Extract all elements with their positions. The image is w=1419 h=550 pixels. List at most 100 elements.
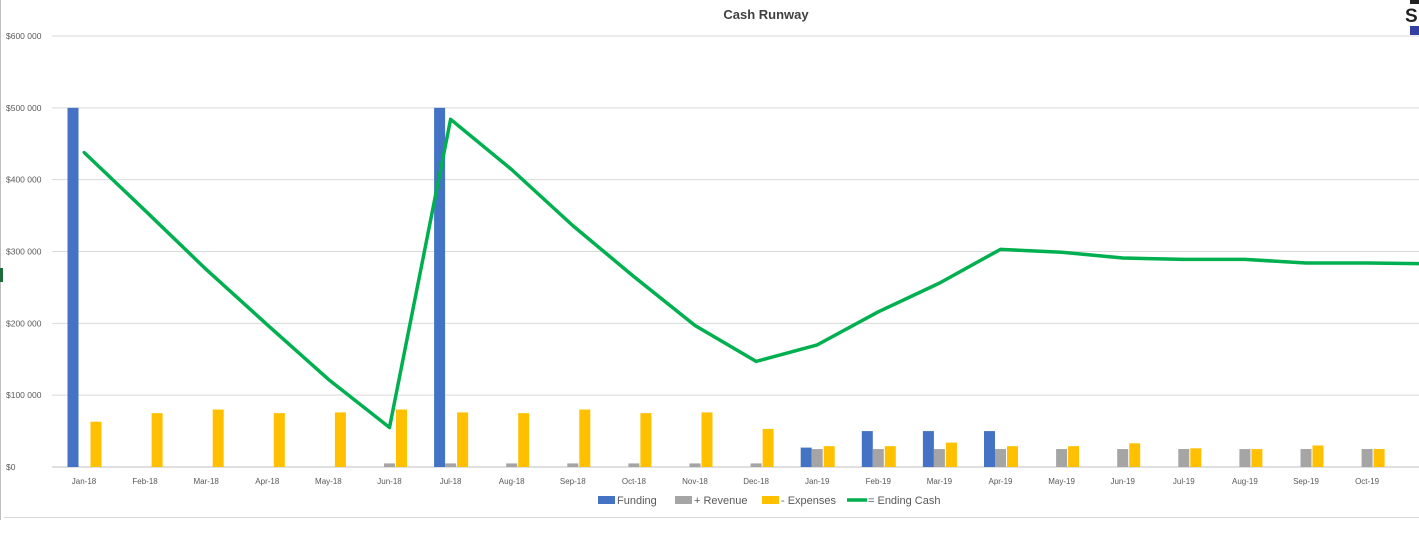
legend-label: Funding xyxy=(617,495,657,507)
bar xyxy=(1361,449,1373,467)
legend[interactable]: Funding + Revenue - Expenses = Ending Cash xyxy=(598,495,940,507)
y-tick-label: $400 000 xyxy=(6,175,42,185)
chart-title: Cash Runway xyxy=(723,7,809,22)
bar xyxy=(861,431,873,467)
bar xyxy=(1007,446,1018,467)
legend-label: + Revenue xyxy=(694,495,748,507)
bar xyxy=(1239,449,1251,467)
logo-square xyxy=(1410,26,1419,35)
ending-cash-point xyxy=(1121,256,1125,260)
bar xyxy=(90,421,102,467)
y-tick-label: $200 000 xyxy=(6,318,42,328)
ending-cash-point xyxy=(265,323,269,327)
bar xyxy=(1178,449,1190,467)
left-border xyxy=(0,0,1,520)
ending-cash-point xyxy=(632,275,636,279)
x-tick-label: Feb-19 xyxy=(866,477,892,486)
ending-cash-point xyxy=(876,310,880,314)
ending-cash-point xyxy=(571,224,575,228)
bar xyxy=(1190,448,1202,467)
bar xyxy=(1373,449,1385,467)
bar xyxy=(701,412,713,467)
bar xyxy=(457,412,469,467)
bar xyxy=(750,463,762,467)
bar xyxy=(1312,445,1324,467)
bar xyxy=(1117,449,1129,467)
y-axis: $0 $100 000 $200 000 $300 000 $400 000 $500 0… xyxy=(6,31,42,472)
x-tick-label: Mar-19 xyxy=(927,477,953,486)
bar xyxy=(995,449,1006,467)
bar xyxy=(212,409,224,467)
y-tick-label: $600 000 xyxy=(6,31,42,41)
ending-cash-point xyxy=(510,168,514,172)
ending-cash-point xyxy=(204,267,208,271)
ending-cash-point xyxy=(999,247,1002,251)
ending-cash-point xyxy=(326,377,330,381)
bar xyxy=(273,413,285,467)
bar-series xyxy=(67,107,1385,467)
bar xyxy=(800,447,812,467)
bar xyxy=(151,413,163,467)
logo-letter: S xyxy=(1405,6,1418,27)
x-tick-label: Jul-18 xyxy=(440,477,462,486)
y-tick-label: $300 000 xyxy=(6,247,42,257)
legend-label: = Ending Cash xyxy=(868,495,940,507)
ending-cash-point xyxy=(754,359,758,363)
ending-cash-point xyxy=(937,281,941,285)
x-tick-label: May-18 xyxy=(315,477,342,486)
ending-cash-point xyxy=(1243,257,1247,261)
bar xyxy=(628,463,640,467)
y-tick-label: $500 000 xyxy=(6,103,42,113)
x-tick-label: Dec-18 xyxy=(743,477,769,486)
x-tick-label: Sep-18 xyxy=(560,477,586,486)
x-axis: Jan-18 Feb-18 Mar-18 Apr-18 May-18 Jun-18 Jul-… xyxy=(72,477,1380,486)
bar xyxy=(1056,449,1068,467)
x-tick-label: Jun-18 xyxy=(377,477,402,486)
ending-cash-point xyxy=(1365,261,1369,265)
x-tick-label: Sep-19 xyxy=(1293,477,1319,486)
bar xyxy=(922,431,934,467)
ending-cash-point xyxy=(82,150,86,154)
y-tick-label: $0 xyxy=(6,462,16,472)
bar xyxy=(762,428,774,467)
ending-cash-point xyxy=(693,323,697,327)
bar xyxy=(984,431,995,467)
ending-cash-point xyxy=(1182,257,1186,261)
x-tick-label: Aug-18 xyxy=(499,477,525,486)
bar xyxy=(640,413,652,467)
gridlines xyxy=(52,35,1419,468)
legend-label: - Expenses xyxy=(781,495,837,507)
bar xyxy=(689,463,701,467)
line-series xyxy=(82,117,1419,430)
y-tick-label: $100 000 xyxy=(6,390,42,400)
x-tick-label: Apr-19 xyxy=(988,477,1013,486)
bar xyxy=(811,449,823,467)
ending-cash-point xyxy=(449,117,453,121)
x-tick-label: Mar-18 xyxy=(194,477,220,486)
bar xyxy=(518,413,530,467)
logo-bar xyxy=(1410,0,1419,4)
x-tick-label: Jan-18 xyxy=(72,477,97,486)
x-tick-label: Oct-19 xyxy=(1355,477,1380,486)
legend-swatch xyxy=(675,496,692,504)
bar xyxy=(884,446,896,467)
bar xyxy=(872,449,884,467)
bar xyxy=(945,442,957,467)
ending-cash-point xyxy=(388,425,391,429)
x-tick-label: Apr-18 xyxy=(255,477,280,486)
x-tick-label: Oct-18 xyxy=(622,477,647,486)
ending-cash-point xyxy=(815,343,819,347)
corner-logo: S xyxy=(1404,0,1419,36)
bar xyxy=(1300,449,1312,467)
bar xyxy=(567,463,579,467)
bar xyxy=(1129,443,1141,467)
legend-swatch xyxy=(598,496,615,504)
x-tick-label: Aug-19 xyxy=(1232,477,1258,486)
ending-cash-line xyxy=(82,117,1419,430)
bar xyxy=(933,449,945,467)
x-tick-label: May-19 xyxy=(1048,477,1075,486)
bar xyxy=(384,463,395,467)
ending-cash-point xyxy=(1304,261,1308,265)
bar xyxy=(1068,446,1080,467)
